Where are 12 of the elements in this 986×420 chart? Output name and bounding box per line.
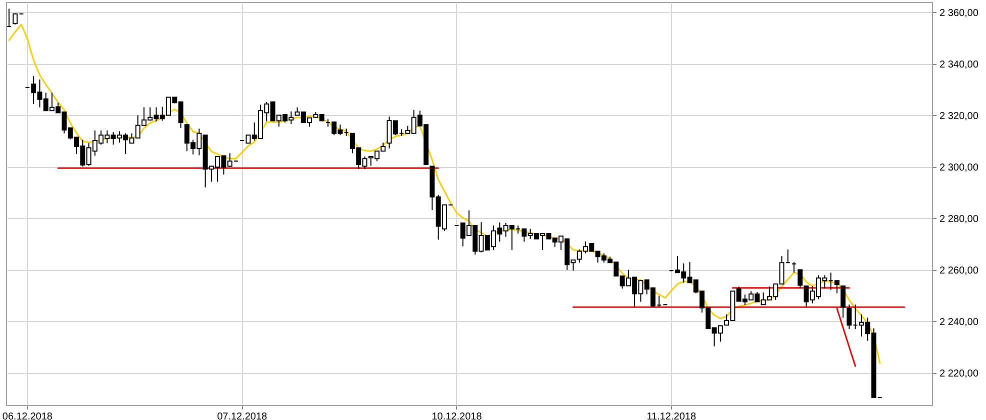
x-tick-label: 07.12.2018 (217, 412, 268, 420)
y-tick-label: 2 280,00 (940, 214, 979, 225)
y-tick-label: 2 340,00 (940, 59, 979, 70)
y-tick-label: 2 320,00 (940, 110, 979, 122)
y-tick-label: 2 240,00 (940, 316, 979, 328)
x-tick-label: 10.12.2018 (432, 412, 482, 420)
y-tick-label: 2 220,00 (940, 368, 979, 380)
y-tick-label: 2 260,00 (940, 265, 979, 276)
x-tick-label: 11.12.2018 (646, 412, 696, 420)
y-tick-label: 2 360,00 (940, 8, 979, 19)
y-tick-label: 2 300,00 (940, 162, 979, 174)
x-tick-label: 06.12.2018 (2, 412, 53, 420)
